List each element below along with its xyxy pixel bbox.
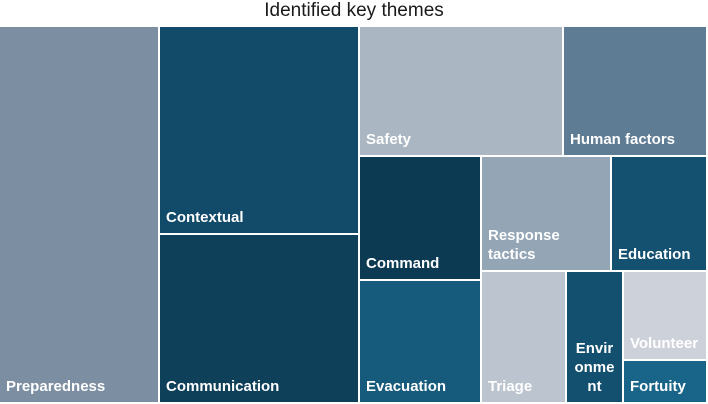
tile-command: Command bbox=[360, 157, 482, 281]
tile-fortuity: Fortuity bbox=[624, 361, 708, 404]
tile-label-communication: Communication bbox=[166, 378, 280, 395]
tile-education: Education bbox=[612, 157, 708, 272]
tile-label-command: Command bbox=[366, 255, 440, 272]
tile-label-preparedness: Preparedness bbox=[6, 378, 106, 395]
tile-safety: Safety bbox=[360, 27, 564, 157]
tile-volunteer: Volunteer bbox=[624, 272, 708, 361]
tile-human-factors: Human factors bbox=[564, 27, 708, 157]
tile-communication: Communication bbox=[160, 235, 360, 404]
tile-label-environment: Envir onme nt bbox=[574, 340, 615, 395]
tile-label-evacuation: Evacuation bbox=[366, 378, 447, 395]
tile-evacuation: Evacuation bbox=[360, 281, 482, 404]
tile-contextual: Contextual bbox=[160, 27, 360, 235]
tile-label-safety: Safety bbox=[366, 131, 412, 148]
tile-label-education: Education bbox=[618, 246, 691, 263]
tile-preparedness: Preparedness bbox=[0, 27, 160, 404]
tile-environment: Envir onme nt bbox=[567, 272, 624, 404]
tile-label-volunteer: Volunteer bbox=[630, 335, 699, 352]
tile-label-triage: Triage bbox=[488, 378, 533, 395]
tile-label-response-tactics: Response tactics bbox=[488, 227, 560, 263]
tile-response-tactics: Response tactics bbox=[482, 157, 612, 272]
tile-triage: Triage bbox=[482, 272, 567, 404]
tile-label-fortuity: Fortuity bbox=[630, 378, 686, 395]
chart-title: Identified key themes bbox=[264, 0, 444, 21]
tile-label-contextual: Contextual bbox=[166, 209, 244, 226]
tile-label-human-factors: Human factors bbox=[570, 131, 676, 148]
